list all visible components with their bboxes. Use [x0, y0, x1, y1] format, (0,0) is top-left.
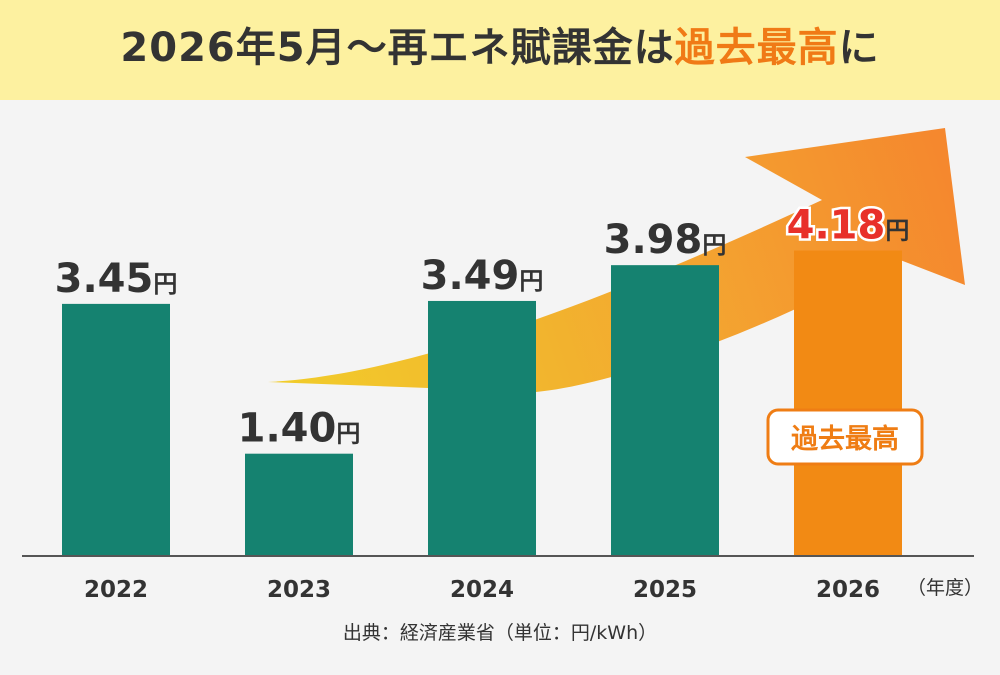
x-tick-2025: 2025 [633, 577, 697, 603]
value-unit: 円 [336, 420, 360, 448]
x-tick-2023: 2023 [267, 577, 331, 603]
value-number: 4.18 [787, 203, 886, 249]
value-label-2024: 3.49円 [421, 253, 544, 299]
value-unit: 円 [153, 270, 177, 298]
value-label-2025: 3.98円 [604, 217, 727, 263]
title-main: 2026年5月〜再エネ賦課金は [120, 25, 675, 71]
record-badge: 過去最高 [766, 408, 924, 466]
value-unit: 円 [702, 231, 726, 259]
x-tick-2022: 2022 [84, 577, 148, 603]
value-number: 3.98 [604, 217, 703, 263]
labels-group: 3.45円20221.40円20233.49円20243.98円20254.18… [55, 200, 910, 603]
bar-2026 [794, 250, 902, 557]
value-number: 3.49 [421, 253, 520, 299]
value-unit: 円 [519, 267, 543, 295]
bar-2022 [62, 303, 170, 556]
title-suffix: に [838, 25, 880, 71]
value-unit: 円 [885, 217, 909, 245]
x-tick-2024: 2024 [450, 577, 514, 603]
record-badge-text: 過去最高 [791, 423, 899, 455]
chart-title: 2026年5月〜再エネ賦課金は過去最高に [120, 15, 879, 73]
bars-group [62, 250, 902, 557]
value-label-2023: 1.40円 [238, 406, 361, 452]
bar-2024 [428, 300, 536, 556]
title-band: 2026年5月〜再エネ賦課金は過去最高に [0, 0, 1000, 100]
value-label-2022: 3.45円 [55, 256, 178, 302]
value-label-2026: 4.18円 [787, 203, 910, 249]
bar-2025 [611, 265, 719, 556]
fiscal-year-label: （年度） [907, 577, 983, 599]
source-note: 出典：経済産業省（単位：円/kWh） [342, 622, 658, 644]
x-tick-2026: 2026 [816, 577, 880, 603]
value-number: 3.45 [55, 256, 154, 302]
title-accent: 過去最高 [674, 25, 839, 71]
bar-2023 [245, 453, 353, 556]
record-badge-box [766, 408, 924, 466]
value-number: 1.40 [238, 406, 337, 452]
